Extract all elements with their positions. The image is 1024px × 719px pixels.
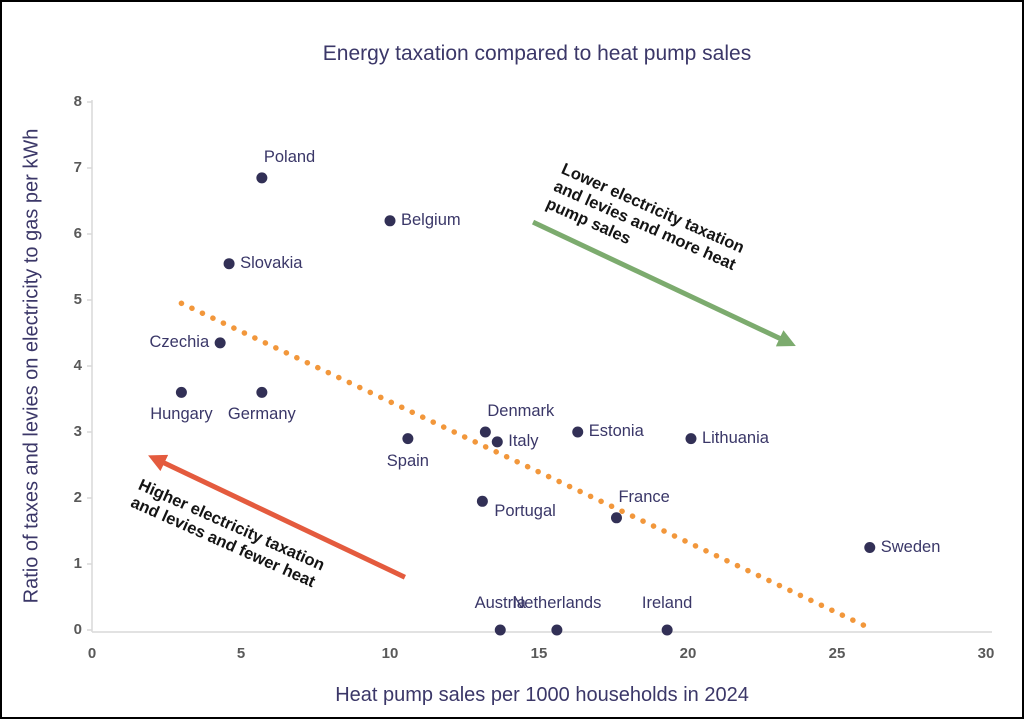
point-czechia [214,337,226,349]
point-sweden [864,542,876,553]
point-estonia [572,426,584,438]
point-germany [256,386,268,398]
point-france [610,512,622,524]
x-axis-title: Heat pump sales per 1000 households in 2… [335,684,749,706]
lower-taxation-arrow [531,219,796,347]
point-hungary [175,386,187,398]
point-ireland [661,624,673,636]
point-austria [494,624,506,636]
point-belgium [384,215,396,227]
point-lithuania [685,433,697,445]
point-denmark [479,426,491,438]
point-netherlands [551,624,563,636]
chart-title: Energy taxation compared to heat pump sa… [322,42,752,65]
point-italy [491,436,503,448]
point-spain [402,433,414,445]
point-slovakia [223,258,235,270]
point-portugal [476,495,488,507]
point-poland [256,172,268,184]
higher-taxation-arrow [148,454,406,580]
trendline [178,300,870,630]
